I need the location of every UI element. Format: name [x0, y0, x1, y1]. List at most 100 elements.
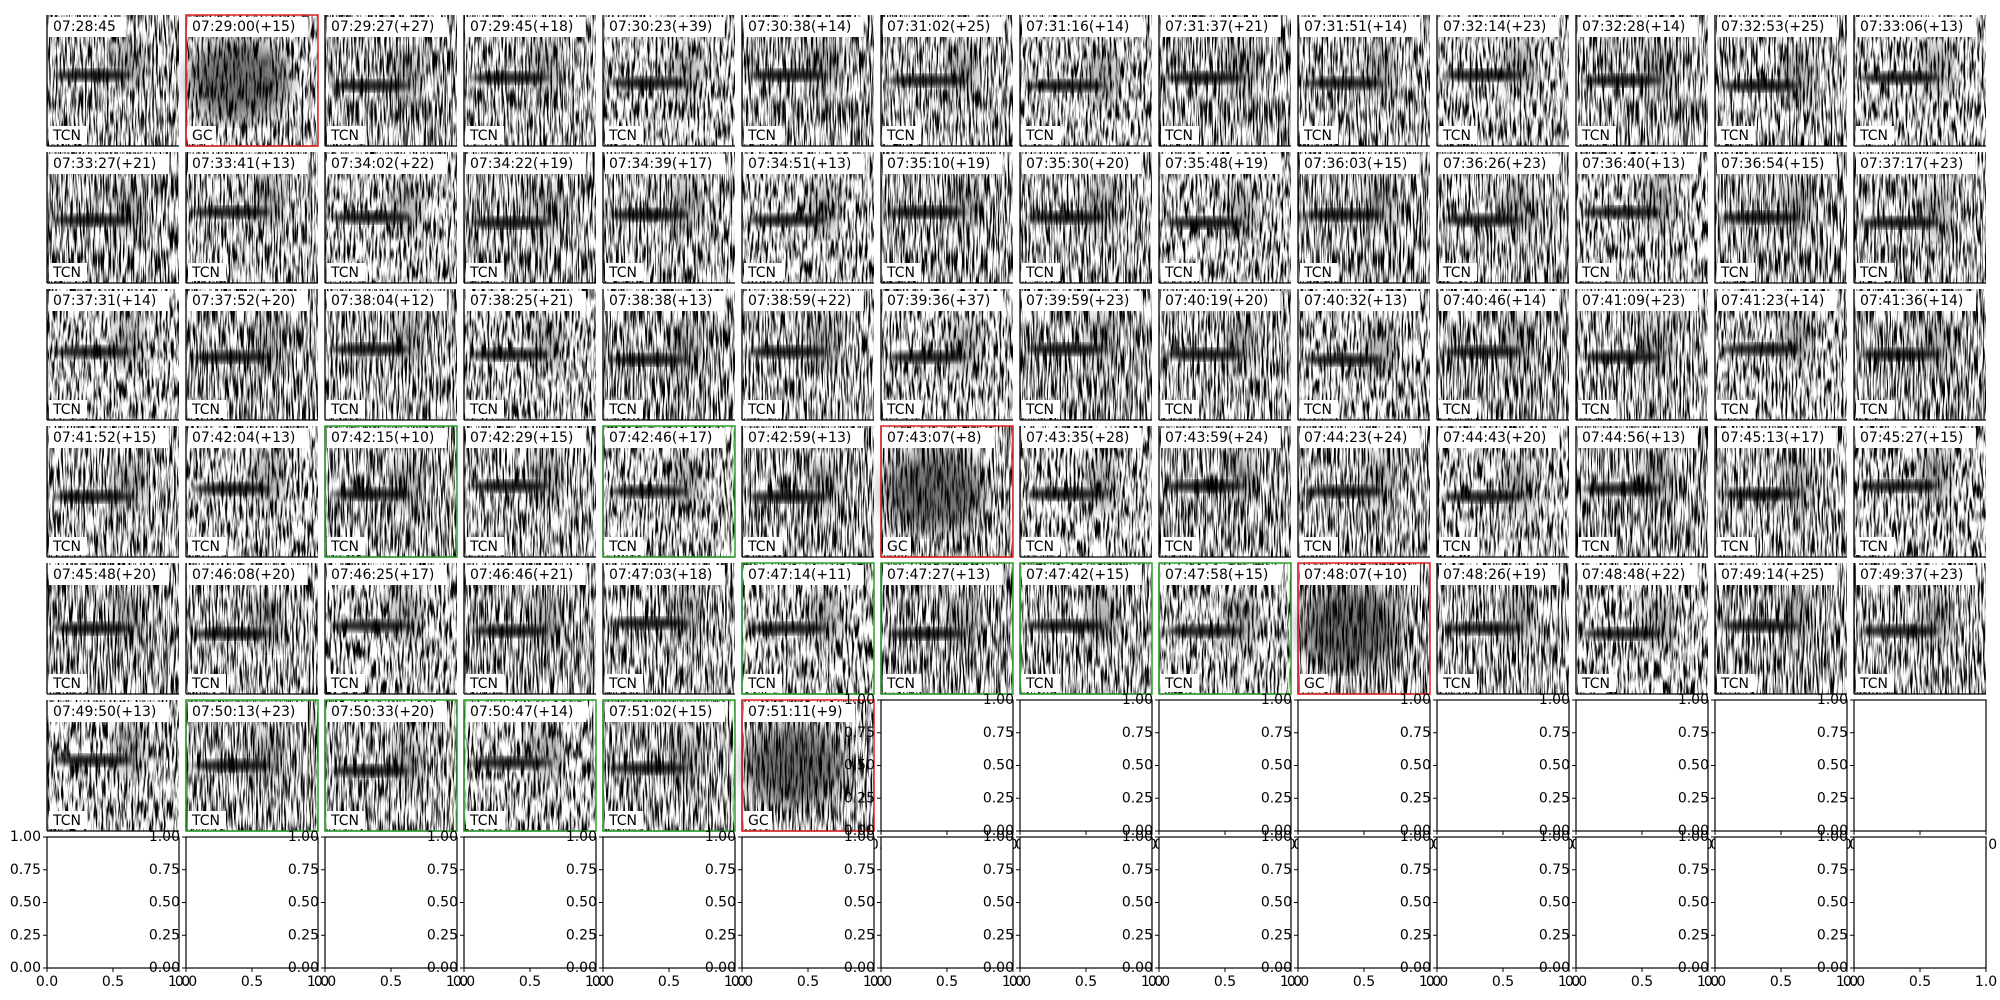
y-tick-label: 0.25 [1400, 927, 1431, 943]
panel-label: TCN [608, 128, 637, 144]
y-tick-label: 0.00 [1539, 823, 1570, 839]
panel-label: TCN [1859, 265, 1888, 281]
panel-label: GC [748, 813, 769, 829]
spectrogram-panel: 07:36:40(+13) TCN [1575, 152, 1708, 284]
panel-time: 07:42:59(+13) [748, 430, 851, 446]
spectrogram-panel: 07:36:03(+15) TCN [1297, 152, 1430, 284]
empty-axes: 0.000.250.500.751.000.00.51.0 [1539, 692, 1719, 853]
panel-time: 07:47:58(+15) [1165, 567, 1268, 583]
panel-label: TCN [1303, 265, 1332, 281]
y-tick-label: 1.00 [844, 692, 875, 708]
y-tick-label: 1.00 [1261, 829, 1292, 845]
y-tick-label: 0.00 [1678, 823, 1709, 839]
spectrogram-panel: 07:44:56(+13) TCN [1575, 426, 1708, 558]
panel-label: TCN [469, 813, 498, 829]
spectrogram-panel: 07:46:08(+20) TCN [185, 563, 318, 695]
panel-label: TCN [330, 813, 359, 829]
x-tick-label: 0.5 [797, 974, 819, 990]
panel-label: TCN [330, 128, 359, 144]
y-tick-label: 0.75 [10, 862, 41, 878]
panel-time: 07:51:02(+15) [609, 704, 712, 720]
x-tick-label: 0.5 [241, 974, 263, 990]
panel-time: 07:38:25(+21) [470, 293, 573, 309]
spectrogram-panel: 07:44:23(+24) TCN [1297, 426, 1430, 558]
panel-time: 07:33:27(+21) [53, 156, 156, 172]
spectrogram-panel: 07:35:48(+19) TCN [1158, 152, 1291, 284]
spectrogram-panel: 07:32:53(+25) TCN [1714, 15, 1847, 147]
panel-label: TCN [1164, 402, 1193, 418]
panel-time: 07:33:06(+13) [1860, 19, 1963, 35]
panel-time: 07:47:14(+11) [748, 567, 851, 583]
y-tick-label: 0.00 [1122, 960, 1153, 976]
spectrogram-panel: 07:34:39(+17) TCN [602, 152, 735, 284]
panel-label: TCN [1720, 676, 1749, 692]
spectrogram-panel: 07:32:14(+23) TCN [1436, 15, 1569, 147]
y-tick-label: 0.00 [1817, 823, 1848, 839]
x-tick-label: 0.0 [1843, 974, 1865, 990]
panel-time: 07:36:03(+15) [1304, 156, 1407, 172]
y-tick-label: 0.50 [1539, 895, 1570, 911]
spectrogram-panel: 07:50:33(+20) TCN [324, 699, 458, 832]
spectrogram-panel: 07:30:23(+39) TCN [602, 15, 735, 147]
empty-axes: 0.000.250.500.751.000.00.51.0 [1400, 692, 1580, 853]
panel-label: TCN [886, 402, 915, 418]
panel-label: TCN [330, 539, 359, 555]
spectrogram-panel: 07:29:27(+27) TCN [324, 15, 457, 147]
panel-time: 07:35:30(+20) [1026, 156, 1129, 172]
spectrogram-panel: 07:39:59(+23) TCN [1019, 289, 1152, 421]
x-tick-label: 1.0 [863, 974, 885, 990]
panel-time: 07:36:54(+15) [1721, 156, 1824, 172]
y-tick-label: 0.50 [288, 895, 319, 911]
spectrogram-panel: 07:47:03(+18) TCN [602, 563, 735, 695]
spectrogram-panel: 07:44:43(+20) TCN [1436, 426, 1569, 558]
spectrogram-panel: 07:39:36(+37) TCN [880, 289, 1013, 421]
panel-label: TCN [1442, 128, 1471, 144]
panel-time: 07:28:45 [53, 19, 116, 35]
spectrogram-panel: 07:45:13(+17) TCN [1714, 426, 1847, 558]
panel-time: 07:42:29(+15) [470, 430, 573, 446]
x-tick-label: 1.0 [724, 974, 746, 990]
panel-label: TCN [469, 402, 498, 418]
panel-label: TCN [1025, 265, 1054, 281]
panel-time: 07:40:32(+13) [1304, 293, 1407, 309]
x-tick-label: 0.0 [314, 974, 336, 990]
y-tick-label: 0.75 [983, 725, 1014, 741]
x-tick-label: 0.5 [1909, 974, 1931, 990]
panel-label: TCN [191, 539, 220, 555]
empty-axes: 0.000.250.500.751.000.00.51.0 [1261, 692, 1441, 853]
y-tick-label: 0.25 [10, 927, 41, 943]
panel-label: TCN [747, 539, 776, 555]
y-tick-label: 1.00 [844, 829, 875, 845]
panel-time: 07:32:14(+23) [1443, 19, 1546, 35]
panel-time: 07:49:14(+25) [1721, 567, 1824, 583]
y-tick-label: 0.25 [1539, 927, 1570, 943]
panel-time: 07:33:41(+13) [192, 156, 295, 172]
y-tick-label: 1.00 [427, 829, 458, 845]
x-tick-label: 0.0 [870, 974, 892, 990]
y-tick-label: 0.50 [566, 895, 597, 911]
y-tick-label: 0.00 [1122, 823, 1153, 839]
y-tick-label: 0.25 [1817, 927, 1848, 943]
y-tick-label: 0.75 [1678, 862, 1709, 878]
panel-time: 07:35:10(+19) [887, 156, 990, 172]
x-tick-label: 0.0 [1287, 974, 1309, 990]
panel-label: TCN [330, 265, 359, 281]
y-tick-label: 0.00 [983, 823, 1014, 839]
spectrogram-panel: 07:48:26(+19) TCN [1436, 563, 1569, 695]
y-tick-label: 0.00 [1678, 960, 1709, 976]
y-tick-label: 0.25 [1261, 790, 1292, 806]
y-tick-label: 0.25 [1817, 790, 1848, 806]
spectrogram-panel: 07:31:51(+14) TCN [1297, 15, 1430, 147]
panel-time: 07:46:08(+20) [192, 567, 295, 583]
spectrogram-panel: 07:33:27(+21) TCN [46, 152, 179, 284]
panel-label: TCN [886, 128, 915, 144]
panel-time: 07:29:00(+15) [192, 19, 295, 35]
y-tick-label: 0.50 [844, 895, 875, 911]
spectrogram-panel: 07:33:06(+13) TCN [1853, 15, 1986, 147]
y-tick-label: 0.25 [983, 927, 1014, 943]
y-tick-label: 0.25 [288, 927, 319, 943]
